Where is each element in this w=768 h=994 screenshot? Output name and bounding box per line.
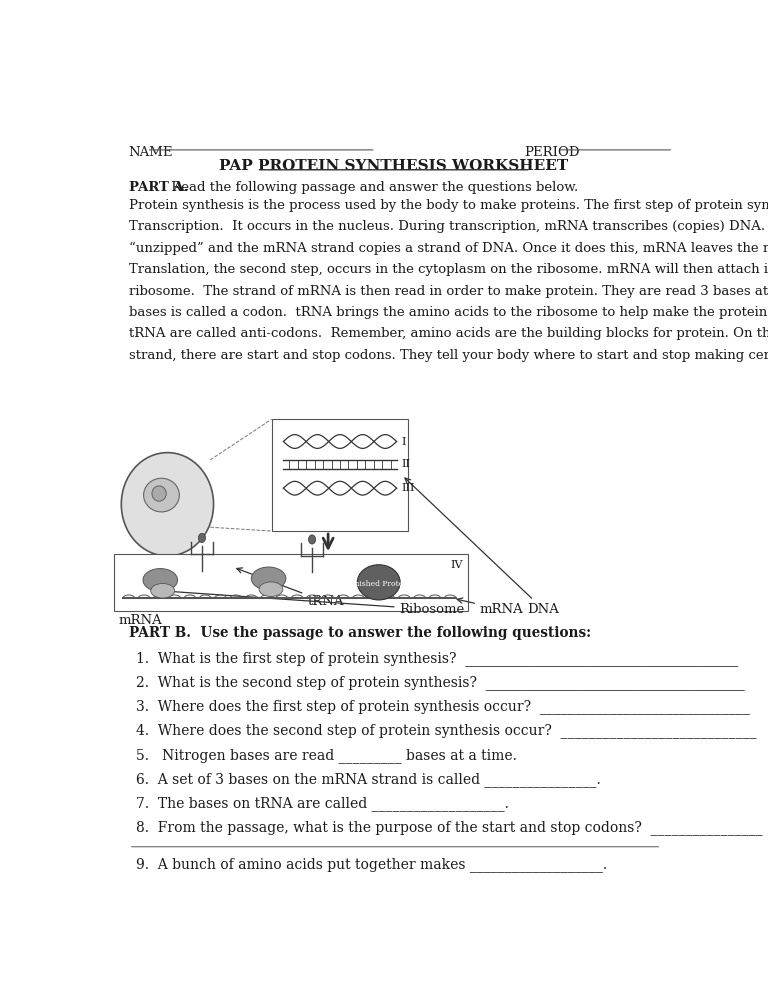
Text: PAP PROTEIN SYNTHESIS WORKSHEET: PAP PROTEIN SYNTHESIS WORKSHEET: [219, 159, 568, 173]
Text: NAME: NAME: [129, 146, 174, 159]
Text: Read the following passage and answer the questions below.: Read the following passage and answer th…: [167, 181, 578, 194]
Ellipse shape: [251, 567, 286, 590]
FancyBboxPatch shape: [114, 554, 468, 610]
Text: Translation, the second step, occurs in the cytoplasm on the ribosome. mRNA will: Translation, the second step, occurs in …: [129, 263, 768, 276]
Text: 2.  What is the second step of protein synthesis?  _____________________________: 2. What is the second step of protein sy…: [137, 675, 745, 690]
Ellipse shape: [357, 565, 400, 600]
Text: 6.  A set of 3 bases on the mRNA strand is called ________________.: 6. A set of 3 bases on the mRNA strand i…: [137, 771, 601, 786]
Text: mRNA: mRNA: [457, 598, 524, 616]
Text: PART B.  Use the passage to answer the following questions:: PART B. Use the passage to answer the fo…: [129, 626, 591, 640]
Ellipse shape: [121, 452, 214, 556]
Text: Finished Protein: Finished Protein: [347, 580, 410, 587]
Ellipse shape: [144, 478, 179, 512]
Text: IV: IV: [450, 561, 462, 571]
FancyBboxPatch shape: [272, 419, 409, 531]
Text: strand, there are start and stop codons. They tell your body where to start and : strand, there are start and stop codons.…: [129, 349, 768, 362]
Text: 7.  The bases on tRNA are called ___________________.: 7. The bases on tRNA are called ________…: [137, 796, 509, 811]
Text: tRNA: tRNA: [237, 568, 344, 608]
Text: Transcription.  It occurs in the nucleus. During transcription, mRNA transcribes: Transcription. It occurs in the nucleus.…: [129, 221, 768, 234]
Text: “unzipped” and the mRNA strand copies a strand of DNA. Once it does this, mRNA l: “unzipped” and the mRNA strand copies a …: [129, 242, 768, 255]
Text: PART A.: PART A.: [129, 181, 188, 194]
Text: 9.  A bunch of amino acids put together makes ___________________.: 9. A bunch of amino acids put together m…: [137, 857, 607, 872]
Text: Ribosome: Ribosome: [164, 588, 465, 616]
Text: DNA: DNA: [405, 478, 559, 616]
Circle shape: [198, 534, 206, 543]
Ellipse shape: [152, 486, 166, 501]
Text: Protein synthesis is the process used by the body to make proteins. The first st: Protein synthesis is the process used by…: [129, 199, 768, 212]
Text: 5.   Nitrogen bases are read _________ bases at a time.: 5. Nitrogen bases are read _________ bas…: [137, 747, 518, 762]
Circle shape: [309, 535, 316, 544]
Text: II: II: [402, 459, 410, 469]
Text: PERIOD: PERIOD: [525, 146, 580, 159]
Text: 1.  What is the first step of protein synthesis?  ______________________________: 1. What is the first step of protein syn…: [137, 651, 739, 666]
Ellipse shape: [259, 581, 283, 596]
Text: bases is called a codon.  tRNA brings the amino acids to the ribosome to help ma: bases is called a codon. tRNA brings the…: [129, 306, 768, 319]
Text: ribosome.  The strand of mRNA is then read in order to make protein. They are re: ribosome. The strand of mRNA is then rea…: [129, 284, 768, 297]
Text: 3.  Where does the first step of protein synthesis occur?  _____________________: 3. Where does the first step of protein …: [137, 700, 750, 715]
Text: I: I: [402, 436, 406, 446]
Ellipse shape: [143, 569, 177, 591]
Ellipse shape: [151, 583, 174, 598]
Text: mRNA: mRNA: [118, 614, 162, 627]
Text: tRNA are called anti-codons.  Remember, amino acids are the building blocks for : tRNA are called anti-codons. Remember, a…: [129, 327, 768, 341]
Text: III: III: [402, 483, 415, 493]
Text: 8.  From the passage, what is the purpose of the start and stop codons?  _______: 8. From the passage, what is the purpose…: [137, 820, 763, 835]
Text: 4.  Where does the second step of protein synthesis occur?  ____________________: 4. Where does the second step of protein…: [137, 724, 757, 739]
